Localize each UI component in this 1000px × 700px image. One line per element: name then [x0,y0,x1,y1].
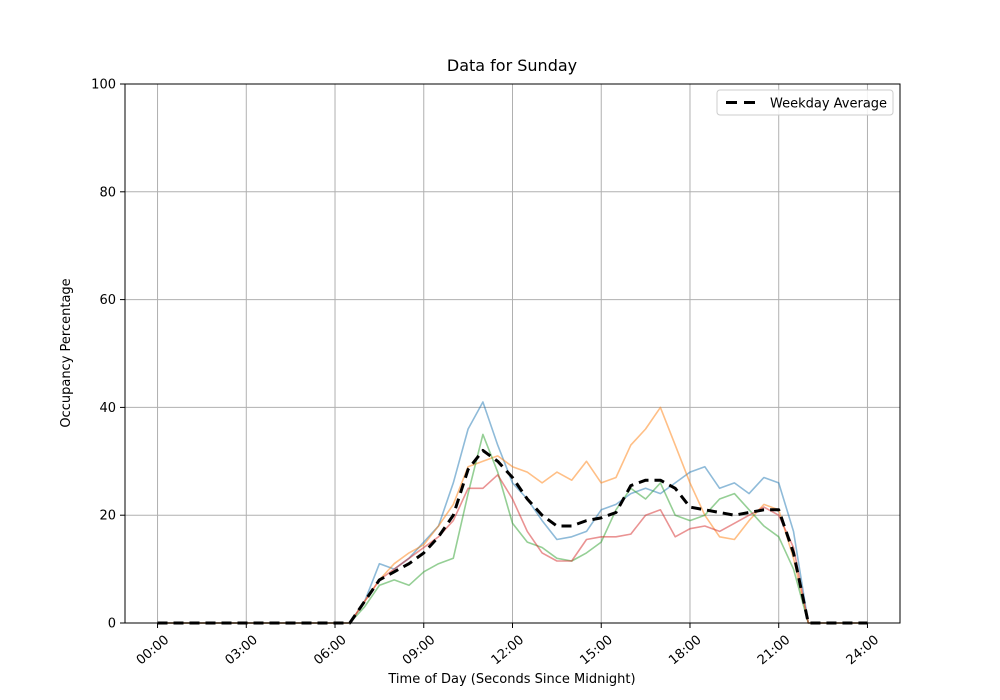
y-tick-labels: 0 20 40 60 80 100 [91,78,116,632]
x-tick-label: 06:00 [311,633,349,669]
legend-box [716,89,894,116]
x-tick-label: 12:00 [489,633,527,669]
x-tick-label: 15:00 [577,633,615,669]
x-tick-label: 00:00 [134,633,172,669]
x-tick-label: 18:00 [666,633,704,669]
y-tick-label: 80 [99,185,116,200]
x-tick-label: 03:00 [223,633,261,669]
x-tick-labels: 00:00 03:00 06:00 09:00 12:00 15:00 18:00 21:00… [134,633,882,669]
legend-entry-label: Weekday Average [770,97,887,112]
x-axis-label: Time of Day (Seconds Since Midnight) [387,672,635,687]
y-tick-label: 60 [99,293,116,308]
y-tick-label: 100 [91,78,116,93]
gridlines [125,83,900,624]
y-tick-label: 20 [99,509,116,524]
chart-title: Data for Sunday [447,56,577,75]
x-tick-label: 21:00 [755,633,793,669]
legend: Weekday Average [716,89,894,116]
x-tick-label: 09:00 [400,633,438,669]
y-tick-label: 40 [99,401,116,416]
x-tick-label: 24:00 [844,633,882,669]
axis-ticks [120,83,868,628]
y-tick-label: 0 [108,617,116,632]
y-axis-label: Occupancy Percentage [59,278,74,427]
